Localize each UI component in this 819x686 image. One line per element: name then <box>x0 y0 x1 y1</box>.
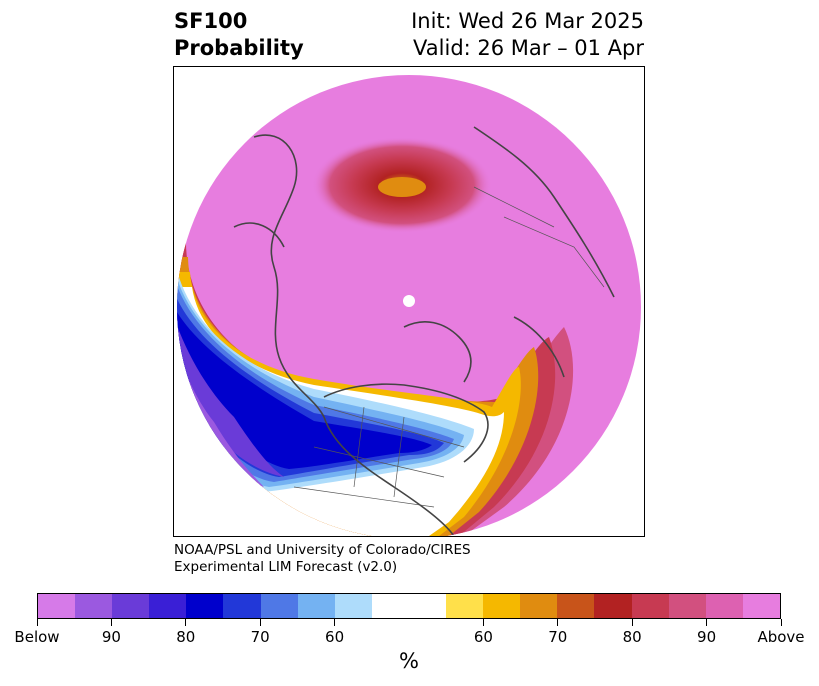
colorbar-segment <box>557 594 595 618</box>
colorbar-segment <box>742 594 780 618</box>
colorbar-tick-label: Below <box>14 628 60 646</box>
colorbar-segment <box>483 594 521 618</box>
credit-line-2: Experimental LIM Forecast (v2.0) <box>174 559 398 575</box>
colorbar-segment <box>705 594 743 618</box>
colorbar <box>37 593 781 619</box>
colorbar-tick-label: 90 <box>101 628 121 646</box>
colorbar-segment <box>38 594 76 618</box>
colorbar-tick-label: 80 <box>176 628 196 646</box>
colorbar-tick <box>706 619 708 626</box>
colorbar-tick <box>557 619 559 626</box>
title-line-1: SF100 <box>174 9 248 33</box>
colorbar-unit: % <box>399 649 419 673</box>
colorbar-tick <box>334 619 336 626</box>
colorbar-tick <box>36 619 38 626</box>
colorbar-tick <box>482 619 484 626</box>
colorbar-tick <box>110 619 112 626</box>
colorbar-segment <box>520 594 558 618</box>
forecast-dates: Init: Wed 26 Mar 2025 Valid: 26 Mar – 01… <box>411 8 644 62</box>
colorbar-segment <box>297 594 335 618</box>
map-svg <box>177 75 641 536</box>
colorbar-tick-label: 60 <box>325 628 345 646</box>
coastlines <box>233 126 615 536</box>
map-title: SF100 Probability <box>174 8 304 62</box>
colorbar-segment <box>75 594 113 618</box>
colorbar-tick-label: 70 <box>548 628 568 646</box>
colorbar-tick-label: 90 <box>697 628 717 646</box>
colorbar-tick <box>780 619 782 626</box>
colorbar-segment <box>446 594 484 618</box>
colorbar-tick-label: 60 <box>473 628 493 646</box>
colorbar-segment <box>149 594 187 618</box>
colorbar-segment <box>334 594 372 618</box>
colorbar-segment <box>260 594 298 618</box>
colorbar-tick-label: 80 <box>622 628 642 646</box>
valid-range: Valid: 26 Mar – 01 Apr <box>413 36 644 60</box>
forecast-map <box>173 66 645 537</box>
colorbar-tick-label: Above <box>757 628 805 646</box>
colorbar-segment <box>223 594 261 618</box>
credit-line-1: NOAA/PSL and University of Colorado/CIRE… <box>174 542 471 558</box>
anomaly-field <box>177 75 641 536</box>
colorbar-tick <box>631 619 633 626</box>
colorbar-segment <box>112 594 150 618</box>
colorbar-segment <box>594 594 632 618</box>
colorbar-tick-label: 70 <box>250 628 270 646</box>
credit-text: NOAA/PSL and University of Colorado/CIRE… <box>174 542 471 576</box>
colorbar-tick <box>185 619 187 626</box>
colorbar-segment <box>668 594 706 618</box>
borders <box>293 186 605 508</box>
colorbar-segment <box>631 594 669 618</box>
title-line-2: Probability <box>174 36 304 60</box>
colorbar-segment <box>371 594 409 618</box>
colorbar-segment <box>186 594 224 618</box>
init-date: Init: Wed 26 Mar 2025 <box>411 9 644 33</box>
colorbar-tick <box>259 619 261 626</box>
colorbar-segment <box>408 594 447 618</box>
